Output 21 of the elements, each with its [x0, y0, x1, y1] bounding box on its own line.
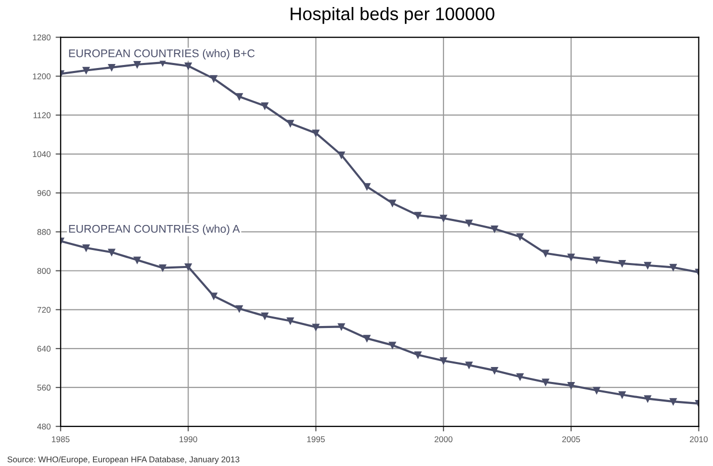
y-tick-label: 800 [37, 268, 51, 274]
x-tick-label: 2005 [562, 436, 580, 442]
x-tick-label: 2010 [690, 436, 708, 442]
x-tick-label: 2000 [434, 436, 452, 442]
y-tick-label: 560 [37, 384, 51, 391]
series-label: EUROPEAN COUNTRIES (who) B+C [69, 49, 255, 60]
x-tick-label: 1995 [307, 436, 325, 442]
y-tick-label: 720 [37, 306, 51, 313]
y-tick-label: 1120 [34, 112, 51, 118]
series-label: EUROPEAN COUNTRIES (who) A [69, 224, 240, 235]
y-tick-label: 1280 [32, 34, 51, 40]
y-tick-label: 960 [37, 190, 51, 196]
source-note: Source: WHO/Europe, European HFA Database, January 2013 [8, 456, 240, 464]
y-tick-label: 640 [37, 346, 51, 352]
x-tick-label: 1985 [52, 436, 70, 442]
y-tick-label: 1200 [32, 73, 51, 80]
y-tick-label: 880 [37, 229, 51, 235]
y-tick-label: 1040 [32, 151, 51, 158]
y-tick-label: 480 [37, 424, 51, 430]
chart-title: Hospital beds per 100000 [290, 6, 494, 24]
x-tick-label: 1990 [180, 436, 198, 442]
